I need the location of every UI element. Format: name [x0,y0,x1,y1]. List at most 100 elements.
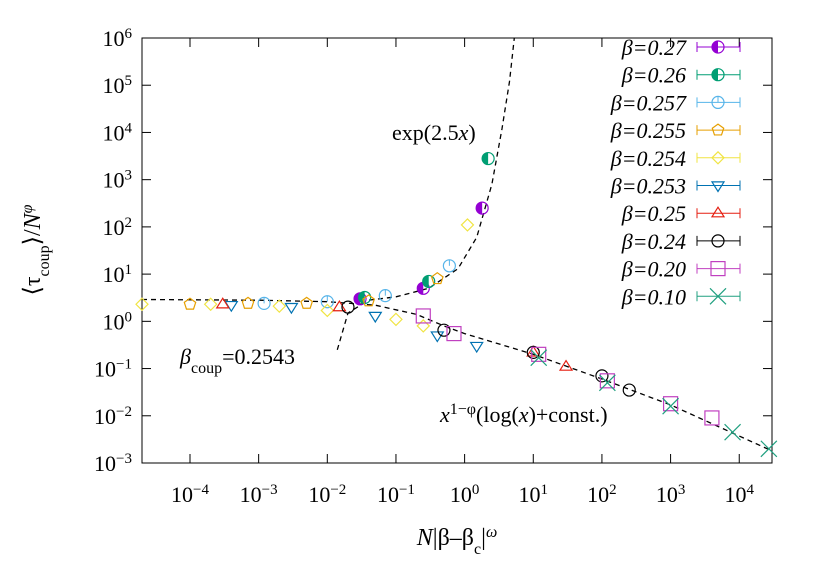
marker-shape [320,303,335,318]
marker [710,206,726,218]
marker [711,95,725,110]
marker [558,359,574,371]
marker [711,234,725,248]
annotation-part: x [439,402,450,427]
y-tick-label: 103 [103,168,133,193]
tick-base: 10 [94,357,116,382]
tick-exp: 0 [125,309,133,325]
annotation-part: β [179,344,191,369]
tick-exp: −4 [193,482,209,498]
x-label-part: |β–β [433,525,474,551]
annotation-part: ) [468,120,475,145]
marker [481,151,495,166]
annotation-part: x [518,402,529,427]
marker-shape [300,296,314,309]
y-label-part: ⟩/ [20,229,46,245]
tick-exp: −1 [116,357,132,373]
y-tick-label: 100 [103,309,133,334]
legend-label: β=0.26 [621,63,686,88]
y-tick-label: 10−2 [94,404,132,429]
annotation-part: exp(2.5 [392,120,459,145]
marker-shape [709,287,727,305]
tick-exp: 1 [125,262,133,278]
marker-shape [469,341,484,354]
marker-shape [341,300,355,314]
marker [257,296,271,310]
marker-shape [599,373,615,389]
legend-label: β=0.24 [621,229,686,254]
marker [704,410,720,426]
x-label-part: | [481,525,486,551]
marker-shape [476,202,483,215]
tick-exp: 4 [125,120,133,136]
marker [183,297,197,310]
marker-shape [362,294,376,307]
legend-label: β=0.25 [621,201,686,226]
tick-base: 10 [103,168,125,193]
y-axis-label: ⟨τcoup⟩/Nφ [19,204,53,295]
annotation-part: (log( [476,402,519,427]
annotation-sub: coup [191,360,222,377]
marker-shape [712,68,718,81]
y-tick-label: 104 [103,120,133,145]
annotation-part: )+const.) [529,402,608,427]
marker [711,123,725,136]
x-label-sub: c [474,541,481,558]
marker [378,289,392,303]
marker-shape [662,396,679,412]
marker [662,396,679,412]
marker [446,325,462,342]
marker [362,294,376,307]
marker [724,423,742,441]
marker [241,296,255,309]
marker [598,374,616,392]
tick-base: 10 [519,482,541,507]
marker [284,302,299,315]
marker [531,346,547,362]
tick-base: 10 [587,482,609,507]
tick-base: 10 [103,73,125,98]
marker [389,312,403,327]
marker-shape [662,397,680,415]
marker-shape [203,297,218,312]
marker [422,274,436,289]
marker [430,331,445,343]
tick-base: 10 [377,482,399,507]
marker-shape [711,150,725,165]
tick-exp: 0 [472,482,480,498]
marker [709,287,727,305]
x-tick-label: 103 [656,482,686,507]
marker-shape [760,440,778,458]
marker-shape [526,345,540,359]
x-tick-label: 101 [519,482,549,507]
legend-label: β=0.255 [610,118,686,143]
marker [711,150,725,165]
tick-base: 10 [724,482,746,507]
marker-shape [526,345,541,357]
tick-base: 10 [103,262,125,287]
marker-shape [482,152,489,165]
marker-shape [241,296,255,309]
marker [203,297,218,312]
marker-shape [598,374,616,392]
marker-shape [558,359,574,371]
marker [430,271,444,285]
marker [415,308,431,324]
tick-base: 10 [103,26,125,51]
marker [135,297,149,312]
y-tick-label: 106 [103,26,133,51]
tick-base: 10 [171,482,193,507]
marker-shape [711,234,725,248]
marker-shape [704,410,720,426]
tick-exp: 6 [125,26,133,42]
marker [530,349,548,367]
marker [595,369,609,383]
x-label-part: N [416,525,435,551]
x-axis-label: N|β–βc|ω [416,524,497,558]
tick-exp: 3 [678,482,686,498]
tick-base: 10 [656,482,678,507]
marker-shape [215,297,230,309]
tick-exp: −1 [399,482,415,498]
legend-label: β=0.254 [610,146,686,171]
